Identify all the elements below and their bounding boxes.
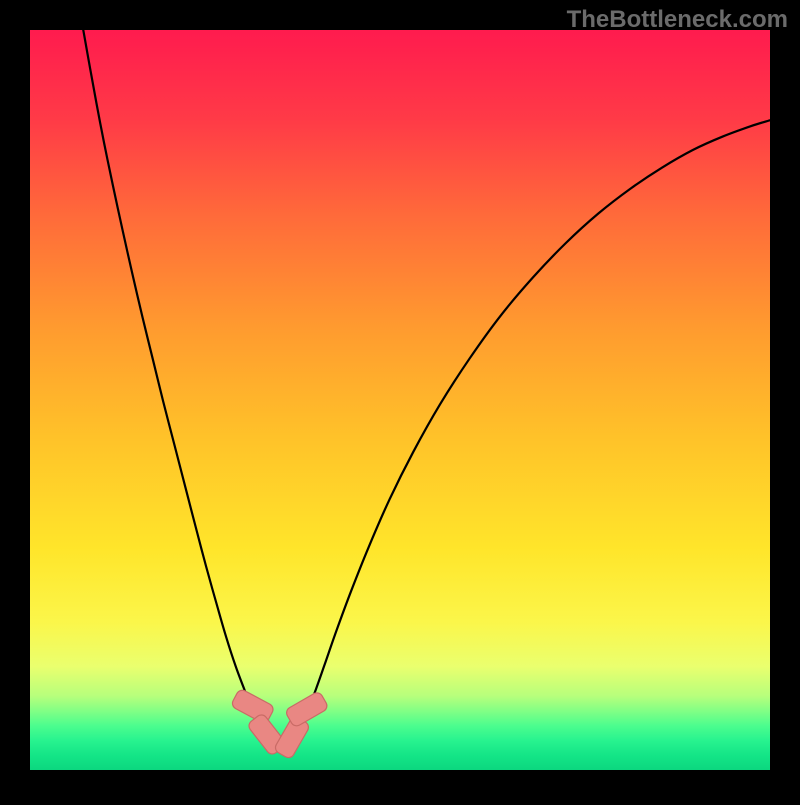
plot-background bbox=[30, 30, 770, 770]
chart-outer-frame bbox=[0, 0, 800, 800]
chart-svg bbox=[0, 0, 800, 800]
watermark-text: TheBottleneck.com bbox=[567, 6, 788, 34]
